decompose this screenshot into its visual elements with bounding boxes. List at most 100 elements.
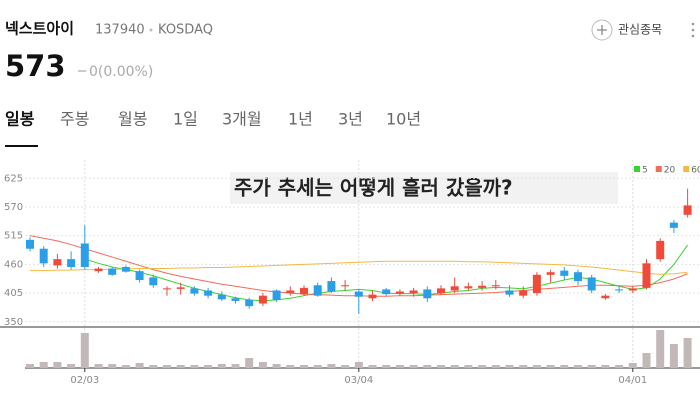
volume-bar bbox=[94, 364, 103, 368]
volume-bar bbox=[354, 362, 363, 368]
candle-body bbox=[409, 290, 418, 294]
volume-bar bbox=[108, 364, 117, 368]
plus bbox=[597, 25, 607, 35]
watch-button[interactable]: 관심종목 bbox=[591, 19, 662, 41]
moving-average bbox=[30, 260, 688, 275]
volume-bar bbox=[546, 365, 555, 368]
legend-swatch bbox=[655, 166, 662, 172]
tab[interactable]: 1년 bbox=[288, 110, 313, 129]
candle-body bbox=[149, 277, 158, 286]
volume-bar bbox=[149, 365, 158, 368]
volume-bar bbox=[601, 365, 610, 368]
candle-body bbox=[546, 272, 555, 275]
y-tick-label: 515 bbox=[4, 231, 23, 242]
stock-code: 137940 bbox=[95, 23, 145, 38]
legend-label: 20 bbox=[664, 166, 676, 176]
volume-bar bbox=[163, 365, 171, 368]
change: 0(0.00%) bbox=[89, 64, 153, 80]
candle-body bbox=[669, 222, 678, 228]
volume-bar bbox=[53, 362, 62, 368]
volume-bar bbox=[80, 333, 89, 368]
volume-bar bbox=[464, 365, 473, 368]
watch-icon bbox=[591, 19, 613, 41]
candle-body bbox=[395, 291, 404, 294]
candle-body bbox=[135, 271, 144, 281]
volume-bar bbox=[587, 365, 596, 368]
candle-body bbox=[423, 289, 432, 299]
volume-bar bbox=[67, 364, 76, 368]
tab[interactable]: 월봉 bbox=[118, 110, 147, 129]
candle-body bbox=[560, 270, 569, 276]
volume-bar bbox=[258, 362, 267, 368]
tab[interactable]: 10년 bbox=[386, 110, 421, 129]
candle-body bbox=[217, 294, 226, 300]
volume-bar bbox=[204, 365, 213, 368]
y-tick-label: 460 bbox=[4, 259, 23, 270]
candle-body bbox=[574, 272, 582, 282]
volume-bar bbox=[478, 365, 487, 368]
candle-body bbox=[300, 287, 308, 295]
tab[interactable]: 1일 bbox=[173, 110, 198, 129]
volume-bar bbox=[656, 330, 665, 368]
volume-bar bbox=[313, 365, 322, 368]
chart-title: 주가 추세는 어떻게 흘러 갔을까? bbox=[234, 176, 513, 200]
candle-body bbox=[628, 288, 637, 291]
candle-body bbox=[382, 289, 391, 295]
tab[interactable]: 주봉 bbox=[60, 110, 89, 129]
candle-body bbox=[121, 266, 130, 272]
volume-bar bbox=[26, 364, 34, 368]
volume-bar bbox=[135, 363, 144, 368]
legend-swatch bbox=[634, 166, 640, 172]
candle-body bbox=[519, 290, 528, 296]
candle-body bbox=[450, 286, 459, 291]
candle-body bbox=[163, 288, 171, 290]
tab[interactable]: 3년 bbox=[338, 110, 363, 129]
volume-bar bbox=[272, 364, 281, 368]
volume-bar bbox=[560, 365, 569, 368]
candle-body bbox=[245, 299, 254, 307]
volume-bar bbox=[190, 365, 199, 368]
y-tick-label: 350 bbox=[4, 317, 23, 328]
candle-body bbox=[368, 294, 377, 299]
volume-bar bbox=[121, 365, 130, 368]
candle-body bbox=[80, 243, 89, 267]
volume-bar bbox=[519, 365, 528, 368]
candle-body bbox=[258, 295, 267, 304]
legend-label: 5 bbox=[642, 166, 648, 176]
candle-body bbox=[231, 298, 240, 301]
x-tick-label: 03/04 bbox=[344, 375, 373, 386]
volume-bar bbox=[615, 365, 624, 368]
volume-bar bbox=[341, 365, 350, 368]
market: KOSDAQ bbox=[158, 23, 213, 38]
volume-bar bbox=[245, 358, 254, 368]
candle-body bbox=[491, 285, 500, 287]
volume-bar bbox=[423, 365, 432, 368]
price: 573 bbox=[5, 49, 66, 83]
candle-body bbox=[108, 268, 117, 275]
volume-bar bbox=[286, 365, 295, 368]
volume-bar bbox=[450, 365, 459, 368]
volume-bar bbox=[669, 344, 678, 368]
tab[interactable]: 일봉 bbox=[5, 110, 35, 129]
candle-body bbox=[464, 286, 473, 289]
candle-body bbox=[642, 263, 651, 288]
candle-body bbox=[272, 290, 281, 300]
candle-body bbox=[683, 205, 692, 215]
volume-bar bbox=[231, 364, 240, 368]
separator bbox=[149, 28, 153, 32]
candle-body bbox=[176, 287, 185, 289]
y-tick-label: 570 bbox=[4, 202, 23, 213]
candle-body bbox=[587, 277, 596, 291]
candle-body bbox=[39, 248, 48, 264]
volume-bar bbox=[642, 353, 651, 368]
stock-name: 넥스트아이 bbox=[5, 20, 74, 38]
candle-body bbox=[437, 288, 445, 294]
more-menu[interactable] bbox=[691, 22, 695, 38]
volume-bar bbox=[327, 364, 336, 368]
tab[interactable]: 3개월 bbox=[222, 110, 262, 129]
candle-body bbox=[26, 239, 34, 249]
volume-bar bbox=[628, 363, 637, 368]
volume-bar bbox=[382, 365, 391, 368]
title-box bbox=[230, 172, 618, 204]
